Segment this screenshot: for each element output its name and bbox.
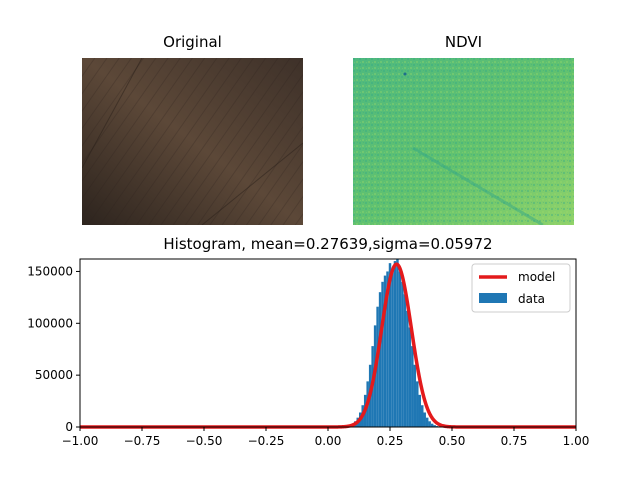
y-tick-label: 0 bbox=[65, 420, 73, 434]
histogram-bar bbox=[425, 417, 429, 427]
x-tick-label: 0.75 bbox=[501, 434, 528, 448]
histogram-bar bbox=[396, 259, 399, 427]
original-image-title: Original bbox=[163, 33, 222, 51]
histogram-bar bbox=[383, 275, 387, 427]
histogram-bar bbox=[411, 346, 414, 427]
histogram-title: Histogram, mean=0.27639,sigma=0.05972 bbox=[163, 235, 493, 253]
histogram-bars bbox=[344, 259, 446, 427]
histogram-bar bbox=[386, 271, 389, 427]
histogram-bar bbox=[391, 269, 394, 427]
histogram-bar bbox=[423, 412, 426, 427]
histogram-bar bbox=[393, 261, 397, 427]
y-tick-label: 50000 bbox=[35, 368, 73, 382]
x-tick-label: 0.25 bbox=[377, 434, 404, 448]
histogram-bar bbox=[398, 271, 402, 427]
ndvi-image-title: NDVI bbox=[444, 33, 483, 51]
histogram-bar bbox=[421, 405, 424, 427]
y-tick-label: 150000 bbox=[27, 264, 73, 278]
x-tick-label: −0.50 bbox=[186, 434, 223, 448]
legend-model-label: model bbox=[518, 270, 555, 284]
histogram-bar bbox=[428, 421, 431, 427]
histogram-bar bbox=[416, 381, 419, 427]
legend-data-label: data bbox=[518, 292, 545, 306]
x-tick-label: −0.25 bbox=[248, 434, 285, 448]
histogram-bar bbox=[430, 423, 434, 427]
histogram-bar bbox=[406, 310, 409, 427]
legend-data-patch bbox=[479, 293, 507, 303]
histogram-bar bbox=[413, 364, 417, 427]
histogram-bar bbox=[378, 292, 382, 427]
x-tick-label: −1.00 bbox=[62, 434, 99, 448]
histogram-bar bbox=[403, 294, 407, 427]
histogram-bar bbox=[381, 281, 384, 427]
histogram-bar bbox=[376, 306, 379, 427]
histogram-bar bbox=[408, 327, 412, 427]
original-image bbox=[82, 58, 303, 225]
ndvi-image bbox=[353, 58, 574, 225]
y-axis-ticks: 0 50000 100000 150000 bbox=[27, 264, 80, 434]
x-tick-label: 0.00 bbox=[315, 434, 342, 448]
histogram-bar bbox=[401, 281, 404, 427]
y-tick-label: 100000 bbox=[27, 316, 73, 330]
x-tick-label: −0.75 bbox=[124, 434, 161, 448]
x-axis-ticks: −1.00 −0.75 −0.50 −0.25 0.00 0.25 0.50 0.75 1.00 bbox=[62, 427, 590, 448]
x-tick-label: 0.50 bbox=[439, 434, 466, 448]
histogram-bar bbox=[418, 394, 421, 427]
legend: model data bbox=[471, 263, 571, 313]
histogram-bar bbox=[433, 425, 436, 427]
x-tick-label: 1.00 bbox=[563, 434, 590, 448]
histogram-bar bbox=[388, 263, 392, 427]
